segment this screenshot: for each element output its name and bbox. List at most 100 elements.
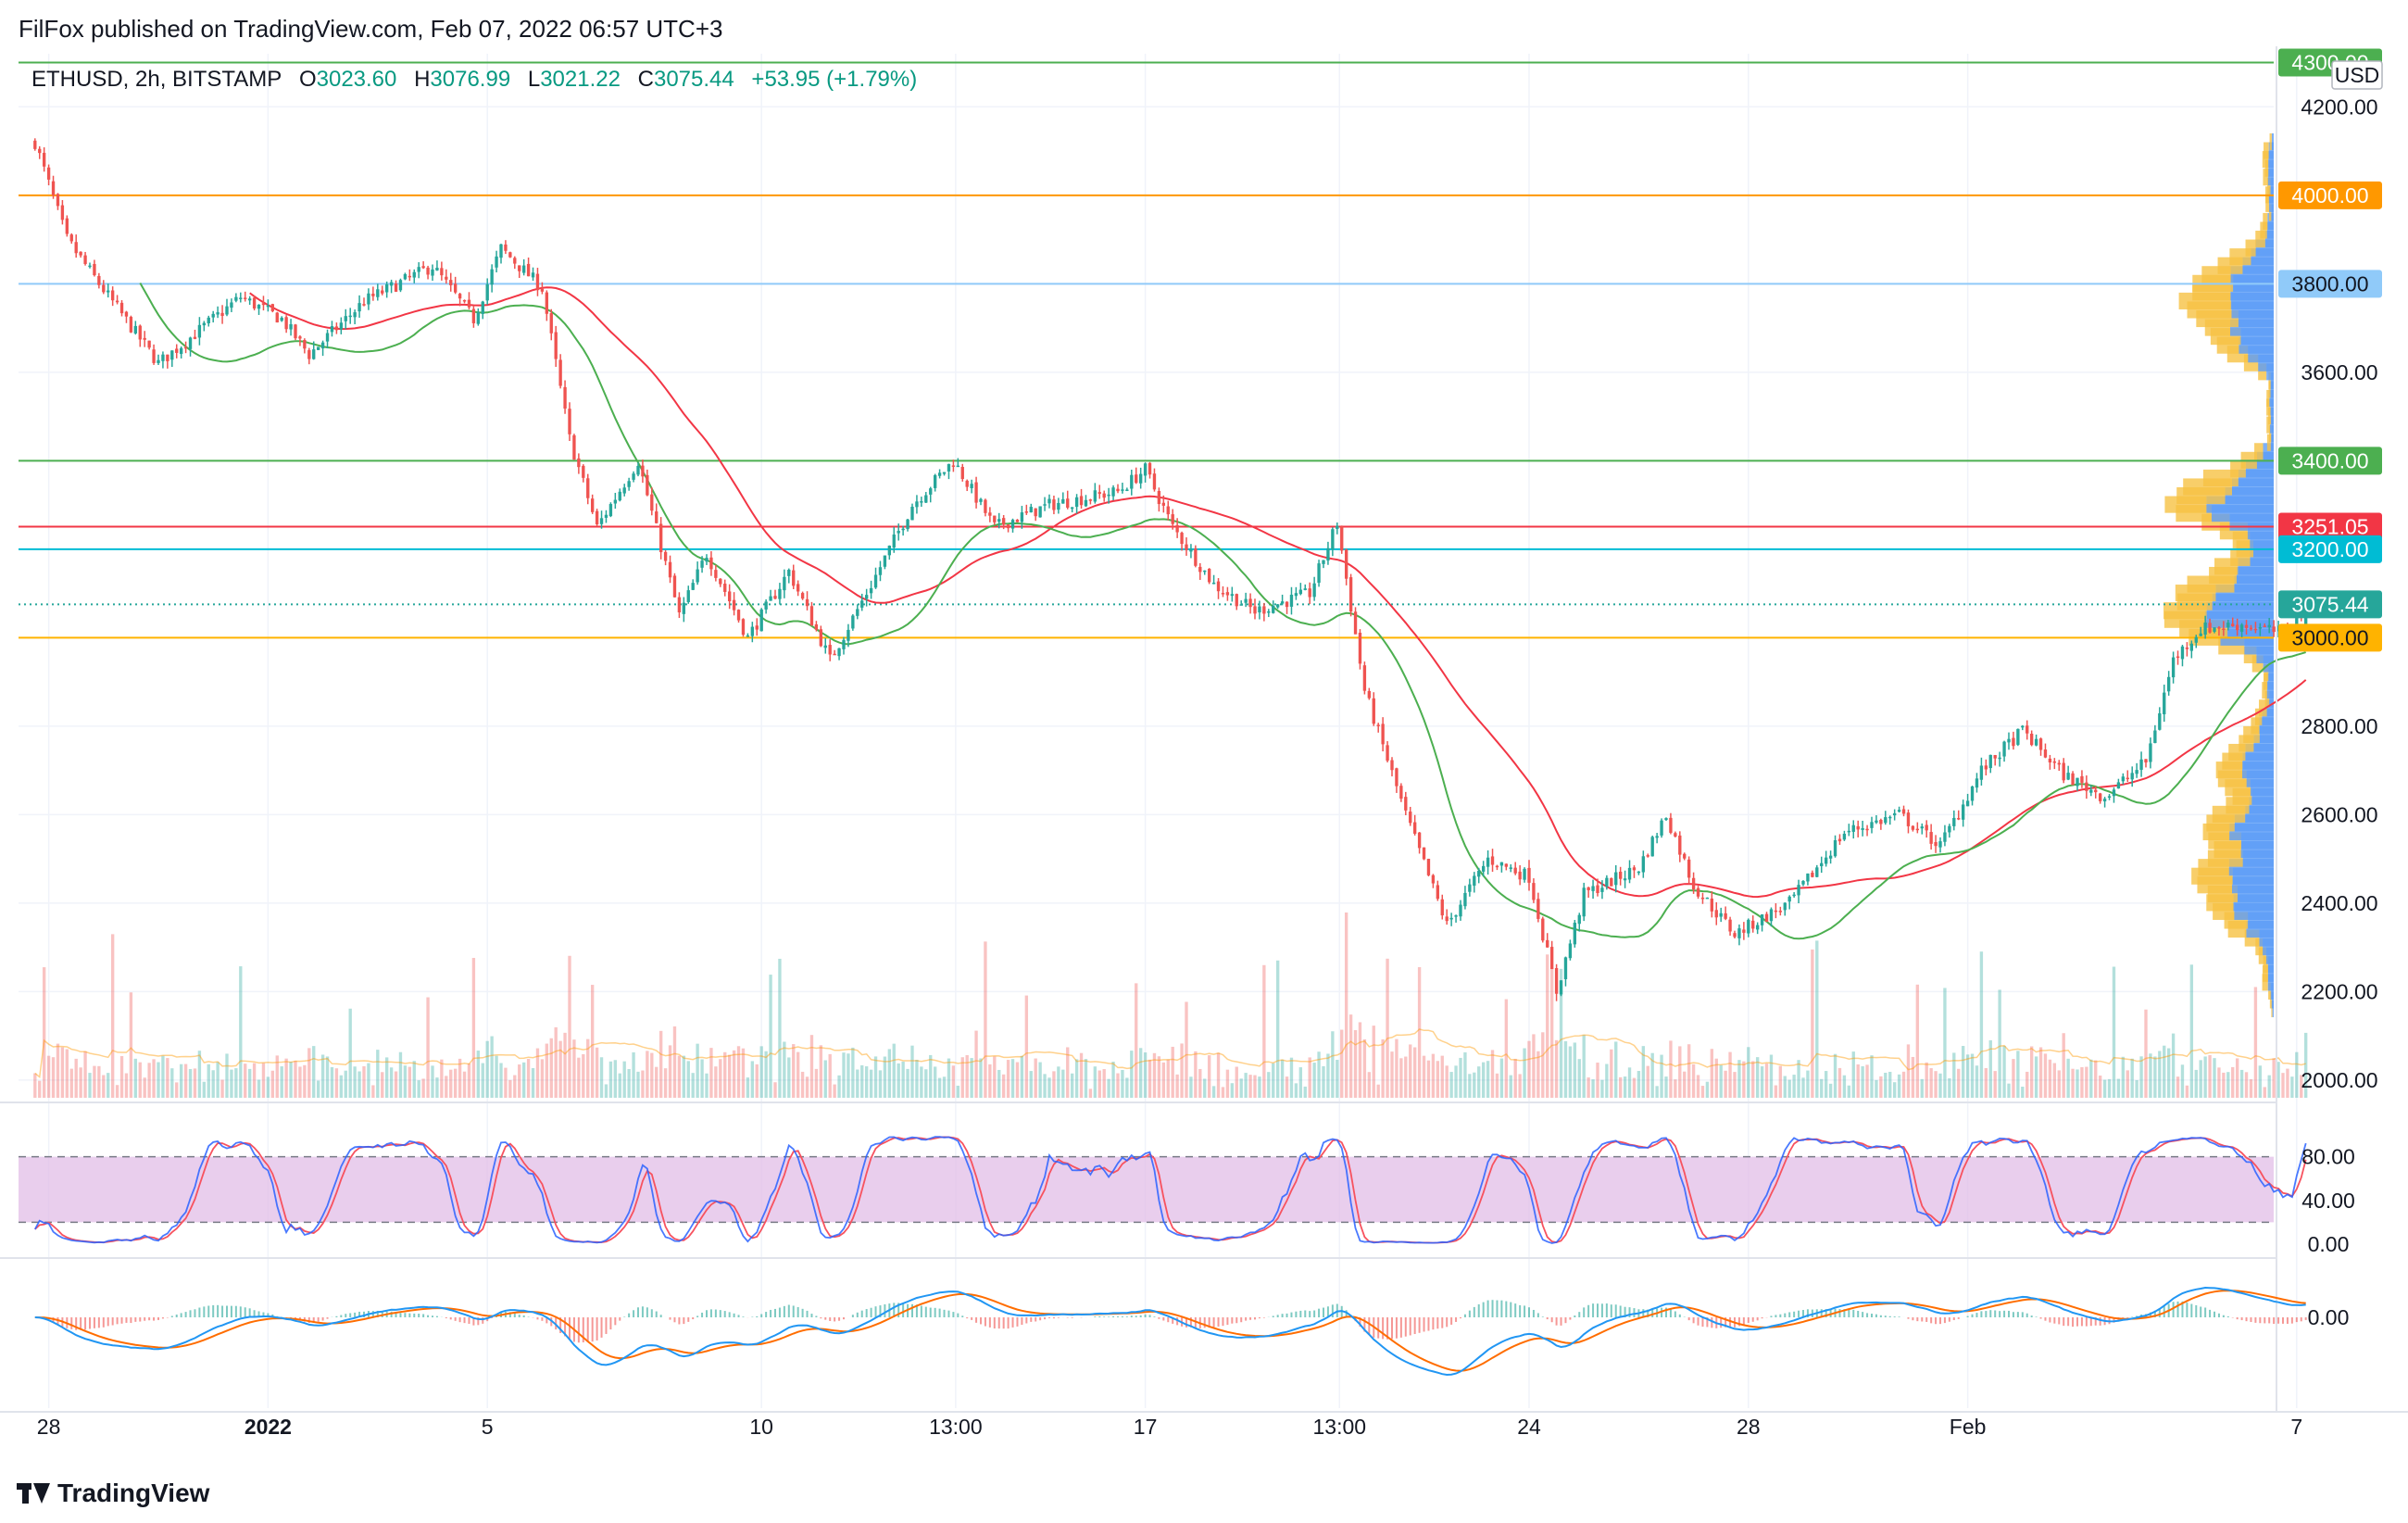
price-badge — [2278, 623, 2382, 652]
candle-body — [873, 574, 878, 588]
candle-body — [723, 584, 727, 592]
candle-body — [508, 252, 512, 258]
volume-bar — [1157, 1056, 1161, 1098]
macd-hist-bar — [1245, 1317, 1248, 1321]
candle-body — [632, 473, 635, 480]
volume-bar — [408, 1066, 412, 1098]
currency-label: USD — [2335, 63, 2380, 87]
candle-body — [1801, 880, 1805, 885]
candle-body — [1015, 520, 1020, 522]
macd-hist-bar — [1057, 1317, 1060, 1318]
price-tick-label: 2800.00 — [2301, 714, 2377, 738]
volume-bar — [1111, 1062, 1115, 1098]
volume-bar — [1143, 1052, 1148, 1098]
macd-hist-bar — [2067, 1317, 2070, 1327]
macd-hist-bar — [468, 1317, 470, 1325]
candle-body — [1737, 928, 1741, 938]
candle-body — [1957, 818, 1961, 820]
candle-body — [892, 535, 896, 548]
vp-row-down — [2255, 231, 2265, 248]
volume-bar — [1587, 1077, 1590, 1098]
volume-bar — [1929, 1068, 1933, 1098]
macd-hist-bar — [207, 1305, 210, 1317]
macd-hist-bar — [1848, 1309, 1850, 1317]
volume-bar — [732, 1050, 736, 1098]
macd-hist-bar — [203, 1306, 206, 1317]
candle-body — [1024, 511, 1029, 513]
macd-hist-bar — [1148, 1315, 1151, 1317]
macd-hist-bar — [170, 1315, 173, 1317]
candle-body — [1948, 825, 1951, 833]
candle-body — [1161, 502, 1166, 506]
volume-bar — [2194, 1069, 2198, 1098]
macd-hist-bar — [1536, 1313, 1539, 1317]
candle-body — [403, 273, 408, 280]
candle-body — [2213, 627, 2216, 632]
macd-hist-bar — [1382, 1317, 1385, 1340]
candle-body — [2249, 627, 2253, 630]
candle-body — [1961, 804, 1965, 820]
volume-bar — [2076, 1069, 2079, 1098]
candle-body — [1481, 865, 1486, 872]
macd-hist-bar — [1935, 1317, 1938, 1325]
macd-hist-bar — [477, 1317, 480, 1326]
candle-body — [1486, 857, 1490, 867]
macd-hist-bar — [971, 1317, 973, 1320]
candle-body — [1399, 786, 1403, 799]
macd-hist-bar — [253, 1310, 256, 1317]
candle-body — [833, 653, 836, 656]
macd-hist-bar — [659, 1315, 662, 1317]
volume-bar — [1856, 1064, 1860, 1098]
candle-body — [668, 561, 672, 578]
volume-bar — [1066, 1047, 1070, 1098]
candle-body — [1897, 810, 1901, 812]
macd-hist-bar — [1486, 1300, 1489, 1317]
candle-body — [1198, 566, 1202, 573]
macd-hist-bar — [2264, 1317, 2266, 1324]
candle-body — [307, 349, 311, 359]
volume-bar — [568, 955, 571, 1098]
candle-body — [778, 588, 782, 599]
macd-hist-bar — [1943, 1317, 1946, 1324]
candle-body — [2231, 623, 2235, 627]
volume-bar — [696, 1043, 699, 1098]
macd-hist-bar — [1326, 1306, 1329, 1317]
macd-hist-bar — [2113, 1317, 2115, 1323]
volume-bar — [800, 1071, 805, 1098]
vp-row-down — [2268, 371, 2271, 389]
volume-bar — [147, 1063, 151, 1098]
volume-bar — [2217, 1067, 2221, 1098]
volume-bar — [608, 1061, 613, 1098]
volume-bar — [1353, 1029, 1358, 1098]
candle-body — [951, 465, 956, 467]
macd-hist-bar — [1912, 1317, 1914, 1321]
macd-hist-bar — [678, 1317, 681, 1325]
macd-hist-bar — [1985, 1311, 1988, 1317]
macd-hist-bar — [1172, 1317, 1174, 1324]
volume-bar — [211, 1070, 215, 1098]
vp-row-down — [2262, 974, 2268, 991]
candle-body — [2239, 624, 2244, 632]
candle-body — [1618, 871, 1623, 879]
candle-body — [2130, 773, 2134, 780]
volume-bar — [179, 1064, 183, 1098]
macd-hist-bar — [1775, 1315, 1777, 1317]
candle-body — [599, 518, 604, 524]
volume-bar — [814, 1068, 819, 1098]
volume-bar — [471, 958, 476, 1098]
candle-body — [851, 615, 855, 629]
ma-red-line — [249, 286, 2307, 899]
macd-hist-bar — [1108, 1316, 1110, 1317]
macd-hist-bar — [97, 1317, 100, 1328]
macd-hist-bar — [709, 1309, 712, 1317]
candle-body — [115, 300, 119, 303]
macd-hist-bar — [1399, 1317, 1402, 1338]
candle-body — [800, 593, 805, 599]
candle-body — [216, 312, 219, 315]
candle-body — [2102, 799, 2107, 802]
tradingview-logo[interactable]: TradingView — [17, 1479, 209, 1508]
volume-bar — [453, 1068, 458, 1098]
volume-bar — [2062, 1033, 2065, 1098]
candle-body — [93, 263, 96, 276]
